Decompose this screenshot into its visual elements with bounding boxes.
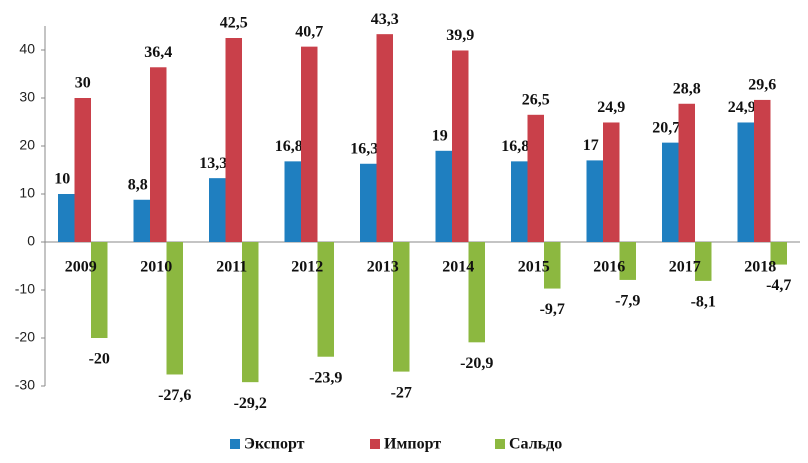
data-label: 39,9 xyxy=(446,27,474,44)
bar xyxy=(511,161,528,242)
legend-swatch xyxy=(230,439,240,449)
data-label: 43,3 xyxy=(371,11,399,28)
legend-label: Сальдо xyxy=(509,436,562,453)
x-tick-label: 2010 xyxy=(140,259,172,276)
bar xyxy=(544,242,561,289)
bar xyxy=(74,98,91,242)
data-label: 17 xyxy=(583,137,599,154)
legend-label: Импорт xyxy=(384,436,441,453)
x-tick-label: 2012 xyxy=(291,259,323,276)
bar xyxy=(754,99,771,242)
bar xyxy=(662,142,679,242)
bar xyxy=(435,150,452,242)
bar xyxy=(376,34,393,242)
data-label: 16,8 xyxy=(501,138,529,155)
data-label: -9,7 xyxy=(540,301,565,318)
data-label: 8,8 xyxy=(128,176,148,193)
y-tick-label: 40 xyxy=(19,41,35,57)
x-tick-label: 2013 xyxy=(367,259,399,276)
bar xyxy=(58,194,75,242)
data-label: 42,5 xyxy=(220,15,248,32)
bar xyxy=(150,67,167,242)
bar xyxy=(452,50,469,243)
bar xyxy=(301,46,318,242)
data-label: -20,9 xyxy=(460,355,493,372)
x-tick-label: 2017 xyxy=(669,259,701,276)
y-tick-label: 10 xyxy=(19,185,35,201)
data-label: 19 xyxy=(432,127,448,144)
x-tick-label: 2018 xyxy=(744,259,776,276)
legend-swatch xyxy=(495,439,505,449)
data-label: 28,8 xyxy=(673,80,701,97)
bar xyxy=(619,242,636,280)
bar xyxy=(91,242,108,338)
data-label: 40,7 xyxy=(295,23,323,40)
y-tick-label: -30 xyxy=(15,377,35,393)
data-label: -4,7 xyxy=(766,277,791,294)
data-label: 13,3 xyxy=(199,155,227,172)
bar xyxy=(695,242,712,281)
bar xyxy=(133,199,150,242)
data-label: 30 xyxy=(75,75,91,92)
x-tick-label: 2011 xyxy=(216,259,247,276)
bar xyxy=(317,242,334,357)
data-label: 36,4 xyxy=(144,44,172,61)
bar xyxy=(360,163,377,242)
bar xyxy=(527,114,544,242)
data-label: -27 xyxy=(391,384,412,401)
bar xyxy=(393,242,410,372)
bar xyxy=(284,161,301,242)
y-tick-label: -20 xyxy=(15,329,35,345)
bar xyxy=(166,242,183,375)
bar xyxy=(225,38,242,242)
data-label: -8,1 xyxy=(691,294,716,311)
bar xyxy=(468,242,485,343)
data-label: 24,9 xyxy=(597,99,625,116)
x-tick-label: 2015 xyxy=(518,259,550,276)
y-tick-label: 20 xyxy=(19,137,35,153)
bar xyxy=(678,103,695,242)
bar xyxy=(770,242,787,265)
data-label: 10 xyxy=(54,171,70,188)
data-label: -29,2 xyxy=(234,395,267,412)
bar xyxy=(737,122,754,242)
data-label: 24,9 xyxy=(728,99,756,116)
y-tick-label: 30 xyxy=(19,89,35,105)
data-label: 20,7 xyxy=(652,119,680,136)
data-label: 26,5 xyxy=(522,91,550,108)
bar xyxy=(209,178,226,242)
x-tick-label: 2009 xyxy=(65,259,97,276)
x-tick-label: 2014 xyxy=(442,259,474,276)
y-tick-label: -10 xyxy=(15,281,35,297)
legend-label: Экспорт xyxy=(244,436,305,453)
bar xyxy=(586,160,603,242)
data-label: 29,6 xyxy=(748,77,776,94)
data-label: -23,9 xyxy=(309,369,342,386)
y-tick-label: 0 xyxy=(27,233,35,249)
x-tick-label: 2016 xyxy=(593,259,625,276)
data-label: -7,9 xyxy=(615,293,640,310)
legend-swatch xyxy=(370,439,380,449)
data-label: -27,6 xyxy=(158,387,191,404)
data-label: -20 xyxy=(89,351,110,368)
data-label: 16,8 xyxy=(275,138,303,155)
data-label: 16,3 xyxy=(350,140,378,157)
bar xyxy=(603,122,620,242)
bar xyxy=(242,242,259,383)
